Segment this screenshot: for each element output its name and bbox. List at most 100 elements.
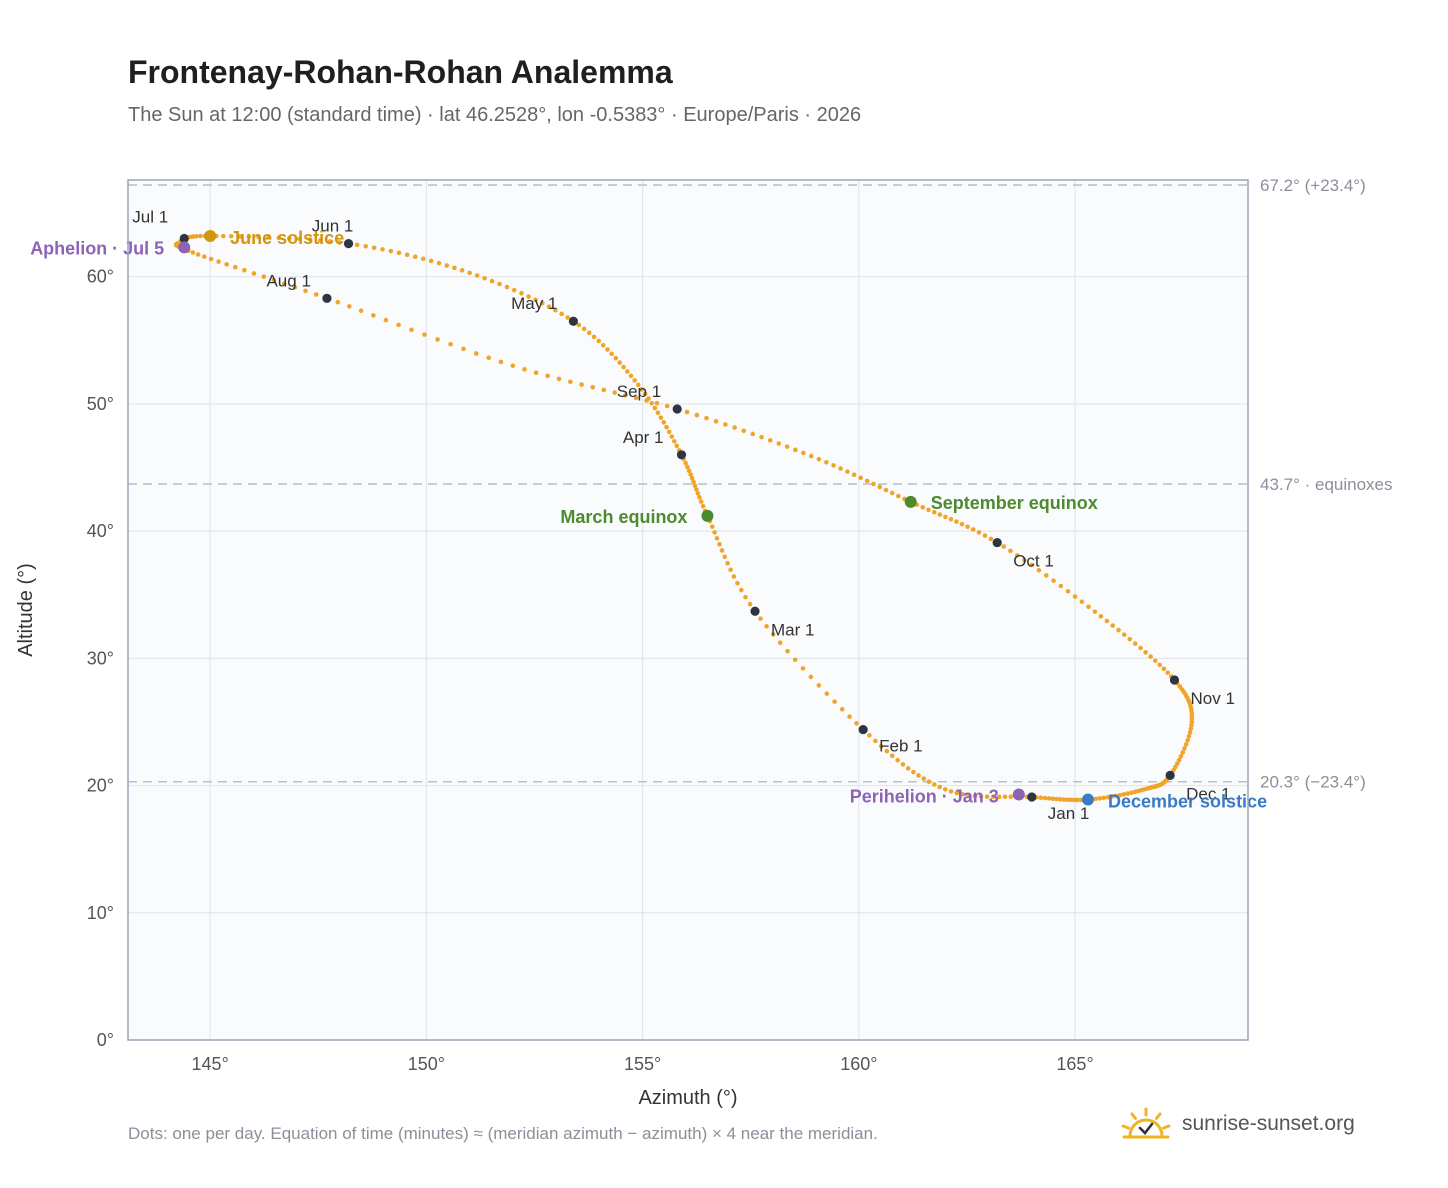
day-dot	[750, 431, 756, 437]
day-dot	[851, 472, 857, 478]
brand-logo[interactable]: sunrise-sunset.org	[1120, 1102, 1355, 1146]
month-markers: Jan 1 Feb 1 Mar 1 Apr 1 May 1 Jun 1 Jul 1 Aug 1…	[132, 208, 1235, 823]
day-dot	[579, 382, 584, 387]
day-dot	[633, 395, 639, 401]
x-tick-label: 165°	[1056, 1054, 1093, 1074]
day-dot	[568, 379, 573, 385]
y-tick-label: 10°	[87, 903, 114, 923]
day-dot	[965, 524, 970, 530]
day-dot	[864, 478, 870, 484]
day-dot	[632, 378, 637, 383]
day-dot	[1061, 797, 1066, 802]
day-dot	[976, 530, 982, 535]
day-dot	[221, 233, 226, 239]
day-dot	[808, 674, 814, 680]
day-dot	[889, 753, 895, 759]
day-dot	[900, 762, 906, 767]
day-dot	[686, 468, 692, 474]
day-dot	[504, 284, 510, 290]
day-dot	[669, 434, 675, 439]
day-dot	[422, 332, 427, 337]
day-dot	[489, 278, 495, 284]
day-dot	[731, 574, 737, 579]
day-dot	[1071, 797, 1077, 803]
day-dot	[871, 481, 876, 487]
day-dot	[237, 234, 243, 239]
day-dot	[358, 308, 364, 314]
day-dot	[1008, 794, 1014, 800]
day-dot	[409, 327, 414, 333]
day-dot	[960, 792, 966, 797]
day-dot	[845, 469, 850, 474]
day-dot	[565, 315, 570, 320]
day-dot	[847, 714, 852, 719]
day-dot	[459, 268, 465, 273]
day-dot	[1180, 750, 1186, 755]
day-dot	[1109, 794, 1115, 799]
day-dot	[926, 507, 931, 513]
day-dot	[346, 304, 352, 309]
day-dot	[612, 390, 617, 395]
day-dot	[1093, 796, 1099, 802]
day-dot	[297, 236, 302, 242]
day-dot	[276, 235, 282, 241]
y-axis-title: Altitude (°)	[15, 563, 37, 657]
day-dot	[658, 415, 664, 420]
day-dot	[1079, 599, 1085, 605]
event-label: June solstice	[230, 228, 344, 248]
day-dot	[251, 271, 257, 276]
month-dot	[322, 293, 332, 303]
day-dot	[713, 419, 719, 424]
day-dot	[581, 326, 587, 332]
day-dot	[1188, 726, 1194, 732]
day-dot	[873, 738, 878, 744]
axis-ticks: 145° 150° 155° 160° 165° 0° 10° 20° 30° 40° 50° 60°	[87, 267, 1094, 1074]
day-dot	[839, 707, 845, 712]
day-dot	[533, 297, 538, 303]
event-label: December solstice	[1108, 792, 1267, 812]
day-dot	[1036, 567, 1042, 573]
day-dot	[363, 243, 368, 249]
day-dot	[1110, 623, 1116, 628]
day-dot	[709, 524, 715, 529]
chart-subtitle: The Sun at 12:00 (standard time) · lat 4…	[128, 104, 862, 126]
day-dot	[586, 330, 592, 336]
day-dot	[1050, 796, 1056, 802]
event-dot	[204, 229, 217, 242]
day-dot	[697, 495, 702, 500]
day-dot	[1002, 794, 1008, 800]
day-dot	[1189, 719, 1195, 725]
event-markers: June solstice December solstice March equi…	[30, 228, 1267, 812]
day-dot	[533, 370, 539, 375]
day-dot	[256, 234, 261, 240]
day-dot	[1022, 557, 1027, 563]
day-dot	[1186, 734, 1192, 739]
day-dot	[984, 794, 990, 799]
day-dot	[878, 743, 884, 749]
day-dot	[628, 373, 634, 379]
day-dot	[816, 683, 822, 688]
day-dot	[1121, 632, 1127, 637]
y-tick-label: 60°	[87, 267, 114, 287]
reference-label: 67.2° (+23.4°)	[1260, 176, 1366, 195]
month-dot	[750, 606, 760, 616]
day-dot	[510, 363, 516, 369]
day-dot	[474, 273, 480, 278]
day-dot	[1097, 796, 1103, 801]
day-dot	[654, 400, 660, 406]
day-dot	[800, 666, 806, 671]
day-dot	[717, 541, 722, 547]
event-label: Perihelion · Jan 3	[850, 786, 999, 806]
plot-frame	[127, 179, 1249, 1041]
chart-title: Frontenay-Rohan-Rohan Analemma	[128, 54, 673, 90]
day-dot	[1121, 792, 1127, 797]
month-dot	[179, 233, 189, 244]
day-dot	[642, 391, 648, 397]
day-dot	[246, 234, 252, 239]
day-dot	[281, 281, 287, 286]
day-dot	[195, 252, 201, 257]
day-dot	[1101, 795, 1107, 801]
day-dot	[692, 483, 698, 488]
day-dot	[959, 521, 965, 527]
month-dot	[672, 404, 682, 414]
